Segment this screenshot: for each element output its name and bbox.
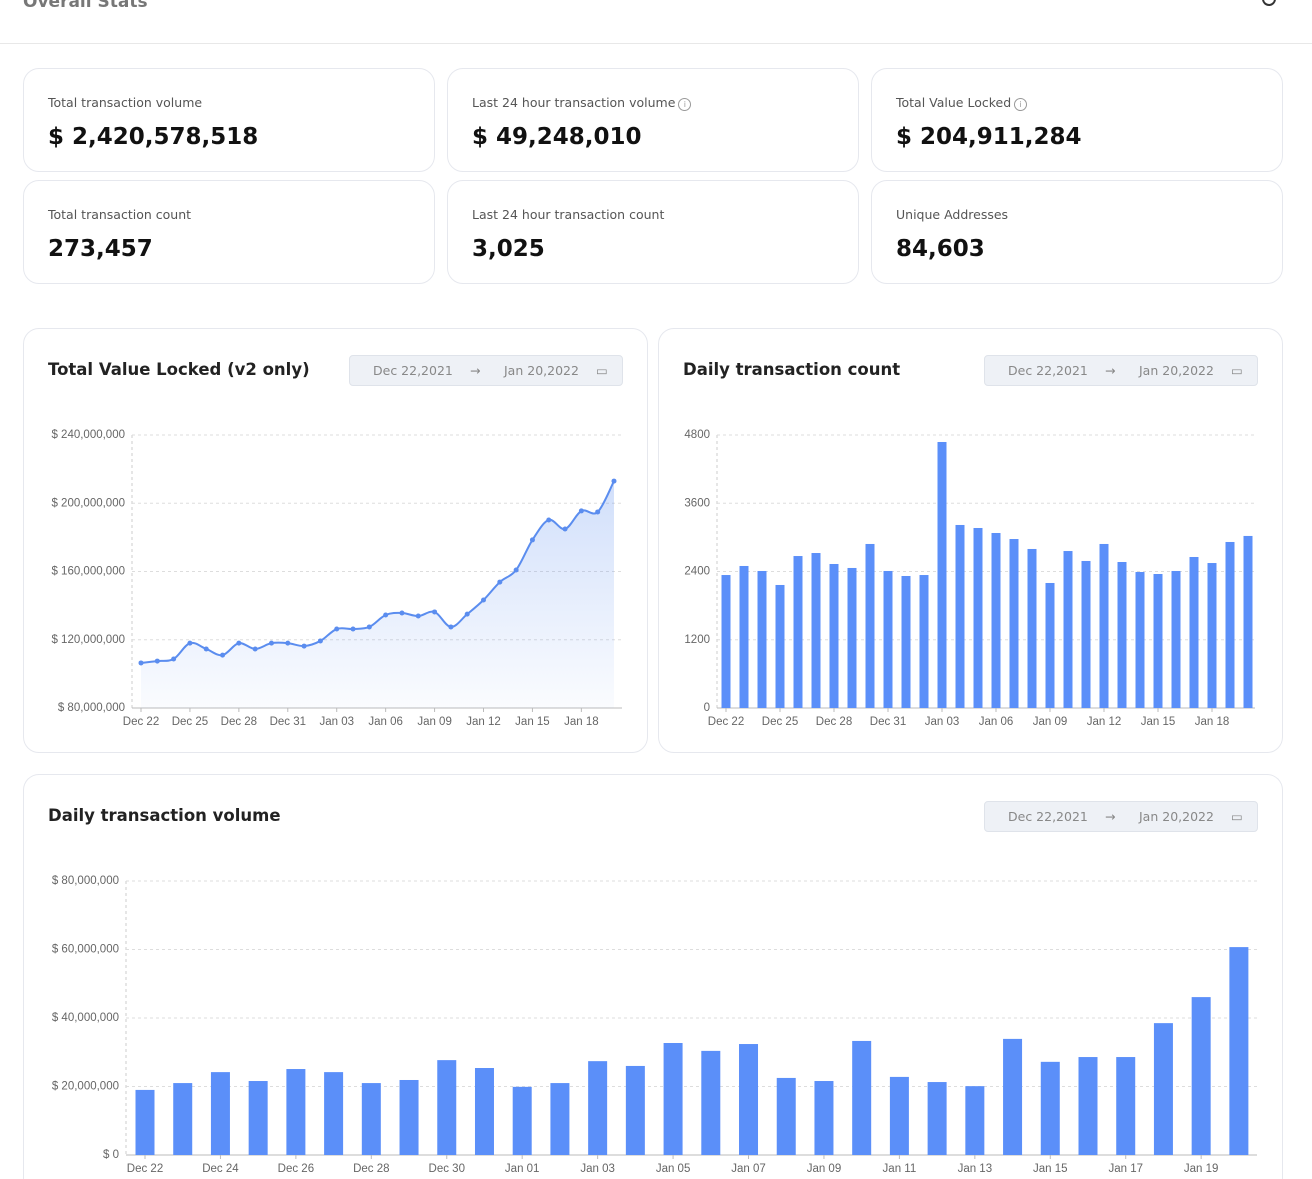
- stat-value: 273,457: [48, 236, 153, 262]
- stat-label: Total transaction count: [48, 207, 192, 222]
- stat-label: Unique Addresses: [896, 207, 1009, 222]
- date-end: Jan 20,2022: [1139, 809, 1214, 824]
- stat-card: Total Value Locked i $ 204,911,284: [871, 68, 1283, 172]
- stat-value: 3,025: [472, 236, 545, 262]
- date-end: Jan 20,2022: [504, 363, 579, 378]
- divider: [0, 43, 1312, 44]
- stat-label: Total Value Locked: [896, 95, 1012, 110]
- date-end: Jan 20,2022: [1139, 363, 1214, 378]
- stat-card: Last 24 hour transaction count 3,025: [447, 180, 859, 284]
- stat-card: Unique Addresses 84,603: [871, 180, 1283, 284]
- stat-label: Total transaction volume: [48, 95, 203, 110]
- date-picker[interactable]: Dec 22,2021 → Jan 20,2022 ▭: [984, 355, 1258, 386]
- stat-value: $ 2,420,578,518: [48, 124, 259, 150]
- stat-card: Last 24 hour transaction volume i $ 49,24…: [447, 68, 859, 172]
- arrow-icon: →: [1105, 363, 1116, 378]
- stat-value: $ 49,248,010: [472, 124, 642, 150]
- date-picker[interactable]: Dec 22,2021 → Jan 20,2022 ▭: [984, 801, 1258, 832]
- date-start: Dec 22,2021: [1008, 363, 1088, 378]
- chart-title: Total Value Locked (v2 only): [48, 360, 310, 379]
- chart-card: [658, 328, 1283, 753]
- arrow-icon: →: [1105, 809, 1116, 824]
- calendar-icon: ▭: [596, 363, 608, 378]
- refresh-button[interactable]: [1262, 0, 1276, 6]
- stat-card: Total transaction count 273,457: [23, 180, 435, 284]
- date-start: Dec 22,2021: [1008, 809, 1088, 824]
- stat-value: $ 204,911,284: [896, 124, 1082, 150]
- info-icon[interactable]: i: [678, 98, 692, 111]
- stat-label-row: Last 24 hour transaction volume i: [472, 95, 692, 111]
- chart-card: [23, 774, 1283, 1179]
- chart-title: Daily transaction count: [683, 360, 901, 379]
- date-start: Dec 22,2021: [373, 363, 453, 378]
- stat-label: Last 24 hour transaction count: [472, 207, 665, 222]
- calendar-icon: ▭: [1231, 363, 1243, 378]
- stat-label: Last 24 hour transaction volume: [472, 95, 676, 110]
- info-icon[interactable]: i: [1014, 98, 1028, 111]
- stat-value: 84,603: [896, 236, 985, 262]
- calendar-icon: ▭: [1231, 809, 1243, 824]
- stat-card: Total transaction volume $ 2,420,578,518: [23, 68, 435, 172]
- chart-card: [23, 328, 648, 753]
- date-picker[interactable]: Dec 22,2021 → Jan 20,2022 ▭: [349, 355, 623, 386]
- page-title: Overall Stats: [23, 0, 148, 12]
- chart-title: Daily transaction volume: [48, 806, 281, 825]
- arrow-icon: →: [470, 363, 481, 378]
- stat-label-row: Total Value Locked i: [896, 95, 1028, 111]
